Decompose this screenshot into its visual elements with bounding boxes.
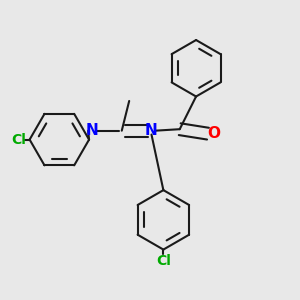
Text: N: N (86, 123, 98, 138)
Text: Cl: Cl (11, 133, 26, 147)
Text: N: N (145, 123, 158, 138)
Text: O: O (207, 126, 220, 141)
Text: Cl: Cl (156, 254, 171, 268)
